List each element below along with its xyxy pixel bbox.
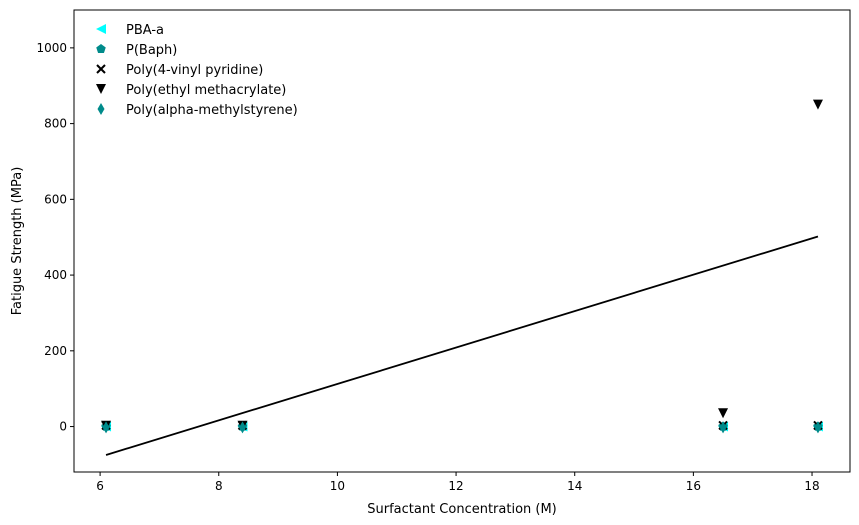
x-tick-label: 18 bbox=[804, 479, 819, 493]
legend-marker-4 bbox=[97, 103, 105, 115]
legend-label-2: Poly(4-vinyl pyridine) bbox=[126, 63, 263, 78]
data-point-series-3 bbox=[812, 99, 823, 110]
legend: PBA-a P(Baph) Poly(4-vinyl pyridine) Poly(e… bbox=[96, 23, 298, 118]
legend-label-1: P(Baph) bbox=[126, 43, 177, 58]
x-tick-label: 10 bbox=[330, 479, 345, 493]
legend-label-0: PBA-a bbox=[126, 23, 164, 38]
y-tick-label: 800 bbox=[44, 117, 67, 131]
x-axis: 6 8 10 12 14 16 18 bbox=[96, 472, 820, 493]
data-point-series-3 bbox=[718, 408, 729, 419]
plot-area bbox=[73, 9, 851, 473]
legend-marker-2-stroke-b bbox=[96, 64, 106, 74]
x-tick-label: 12 bbox=[448, 479, 463, 493]
legend-marker-3 bbox=[96, 84, 106, 94]
data-point-series-4 bbox=[102, 421, 110, 434]
x-tick-label: 6 bbox=[96, 479, 104, 493]
legend-marker-0 bbox=[96, 24, 106, 34]
data-point-series-4 bbox=[719, 421, 727, 434]
legend-label-4: Poly(alpha-methylstyrene) bbox=[126, 103, 298, 118]
fit-line-layer bbox=[105, 235, 819, 456]
x-axis-label: Surfactant Concentration (M) bbox=[367, 502, 557, 517]
y-tick-label: 600 bbox=[44, 192, 67, 206]
legend-marker-1 bbox=[96, 44, 106, 54]
legend-label-3: Poly(ethyl methacrylate) bbox=[126, 83, 286, 98]
y-tick-label: 0 bbox=[59, 420, 67, 434]
y-tick-label: 400 bbox=[44, 268, 67, 282]
data-point-series-4 bbox=[238, 421, 246, 434]
y-axis-label: Fatigue Strength (MPa) bbox=[10, 167, 25, 316]
x-tick-label: 8 bbox=[215, 479, 223, 493]
y-tick-label: 200 bbox=[44, 344, 67, 358]
legend-marker-2 bbox=[96, 64, 106, 74]
y-axis: 0 200 400 600 800 1000 bbox=[36, 41, 74, 434]
x-tick-label: 14 bbox=[567, 479, 582, 493]
fit-line bbox=[105, 235, 819, 456]
data-point-series-4 bbox=[814, 421, 822, 434]
y-tick-label: 1000 bbox=[36, 41, 67, 55]
x-tick-label: 16 bbox=[686, 479, 701, 493]
markers-layer bbox=[101, 99, 823, 434]
